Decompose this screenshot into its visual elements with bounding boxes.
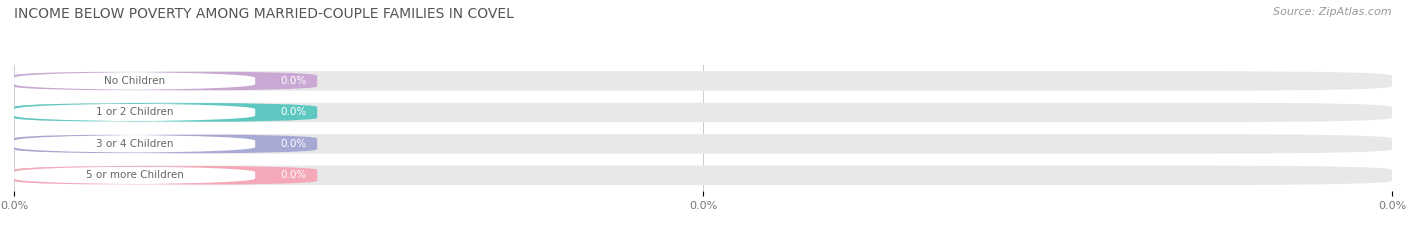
FancyBboxPatch shape <box>0 103 305 122</box>
Text: 0.0%: 0.0% <box>280 76 307 86</box>
FancyBboxPatch shape <box>14 166 1392 185</box>
Text: INCOME BELOW POVERTY AMONG MARRIED-COUPLE FAMILIES IN COVEL: INCOME BELOW POVERTY AMONG MARRIED-COUPL… <box>14 7 515 21</box>
Text: 5 or more Children: 5 or more Children <box>86 170 184 180</box>
FancyBboxPatch shape <box>14 103 318 122</box>
FancyBboxPatch shape <box>0 71 305 91</box>
Text: No Children: No Children <box>104 76 165 86</box>
Text: Source: ZipAtlas.com: Source: ZipAtlas.com <box>1274 7 1392 17</box>
FancyBboxPatch shape <box>14 166 318 185</box>
Text: 1 or 2 Children: 1 or 2 Children <box>96 107 173 117</box>
FancyBboxPatch shape <box>14 103 1392 122</box>
FancyBboxPatch shape <box>0 166 305 185</box>
Text: 3 or 4 Children: 3 or 4 Children <box>96 139 173 149</box>
FancyBboxPatch shape <box>14 71 318 91</box>
Text: 0.0%: 0.0% <box>280 139 307 149</box>
FancyBboxPatch shape <box>0 134 305 154</box>
FancyBboxPatch shape <box>14 71 1392 91</box>
Text: 0.0%: 0.0% <box>280 107 307 117</box>
FancyBboxPatch shape <box>14 134 1392 154</box>
Text: 0.0%: 0.0% <box>280 170 307 180</box>
FancyBboxPatch shape <box>14 134 318 154</box>
